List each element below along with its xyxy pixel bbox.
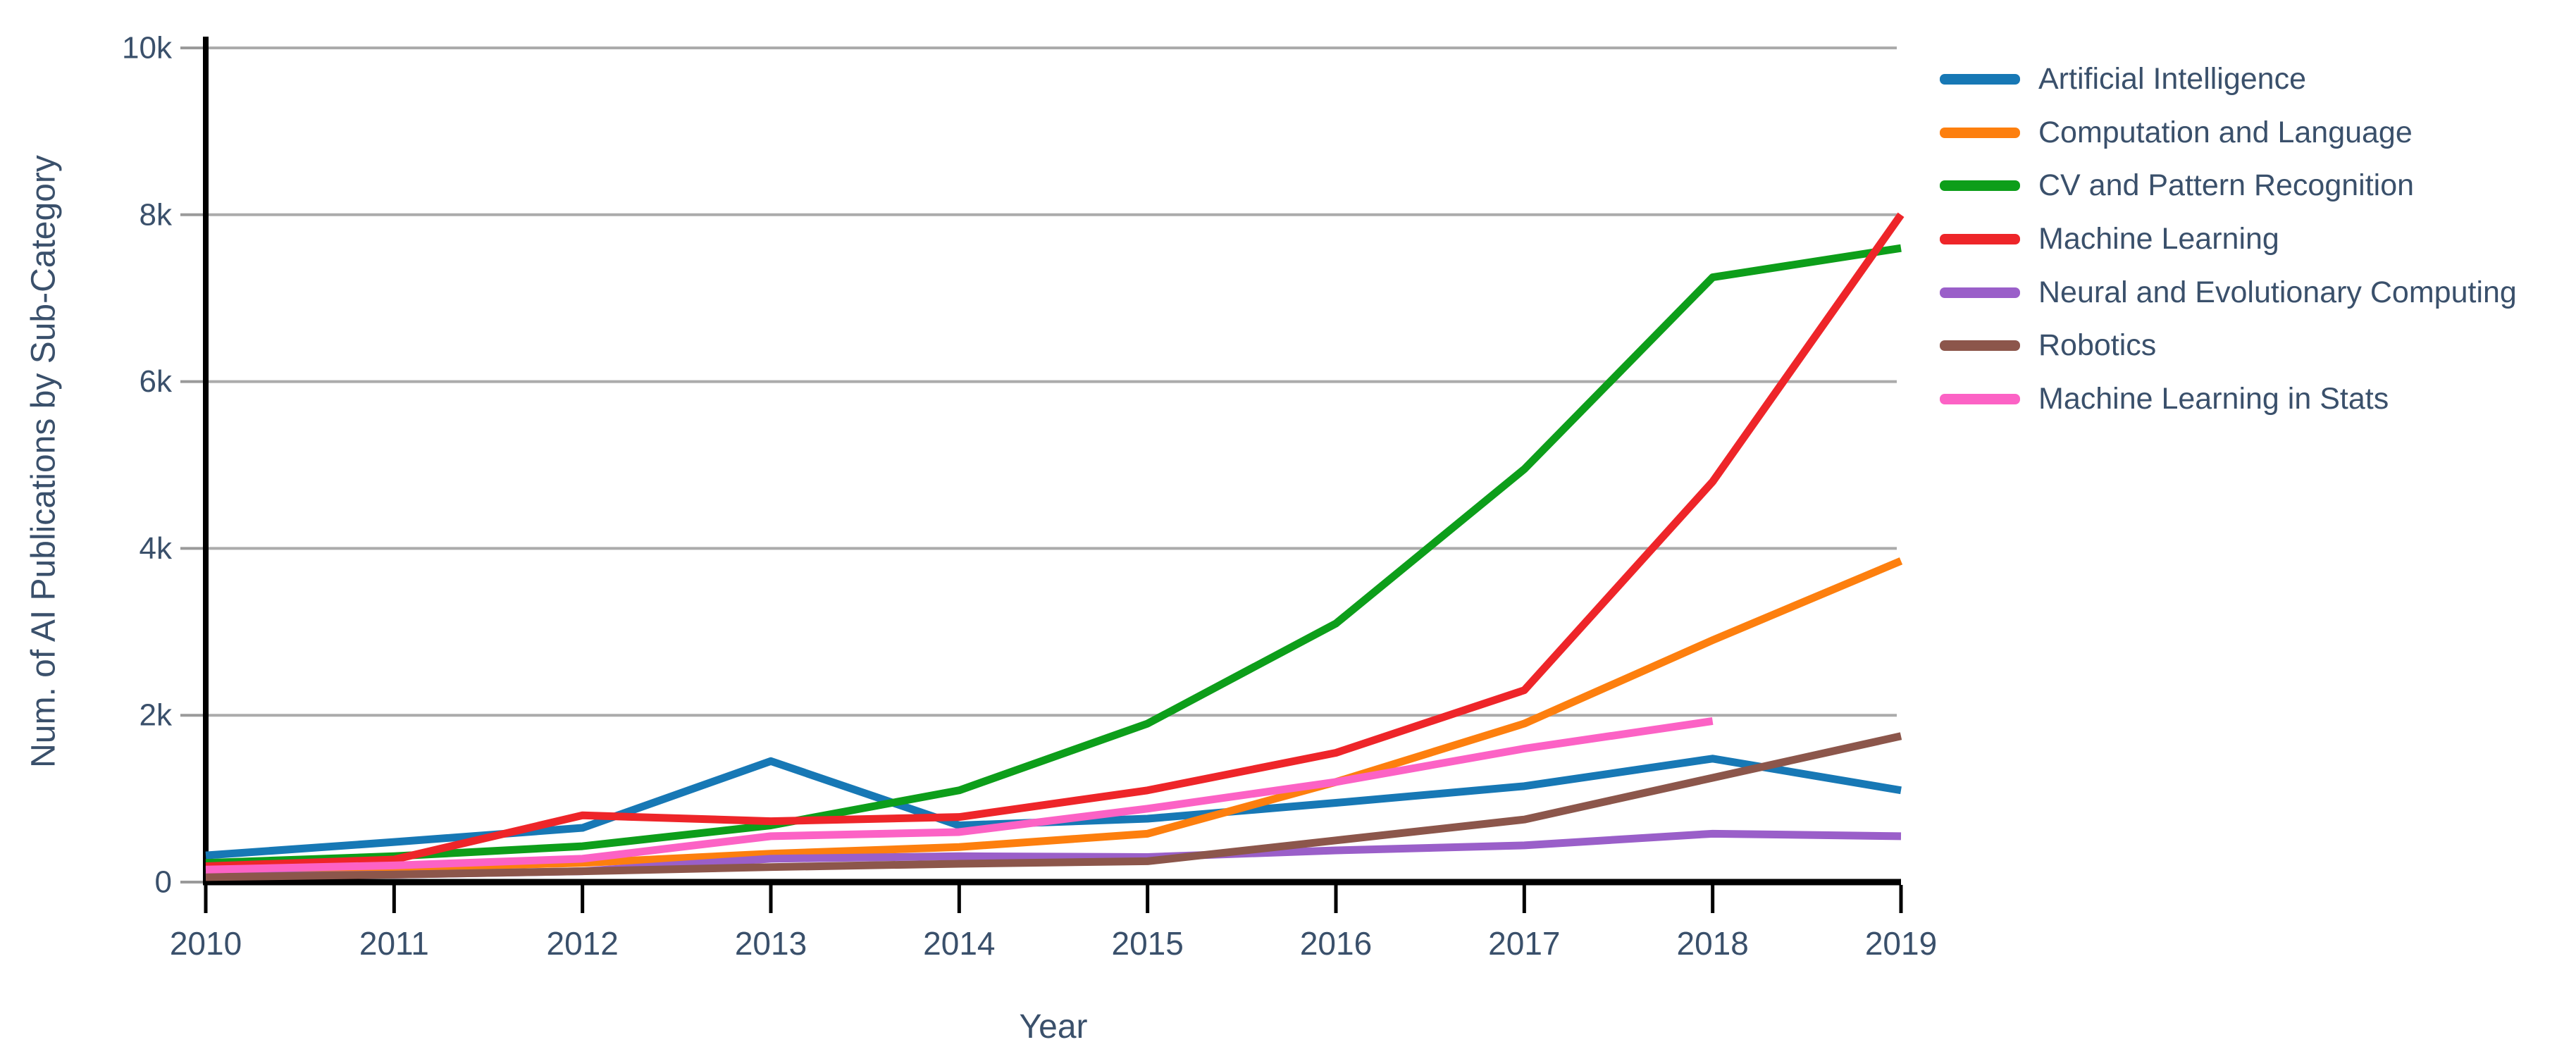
legend-item-machine-learning[interactable]: Machine Learning	[1940, 213, 2517, 266]
x-tick-label-2016: 2016	[1300, 925, 1372, 962]
legend-item-machine-learning-in-stats[interactable]: Machine Learning in Stats	[1940, 373, 2517, 426]
series-line-machine-learning-in-stats	[205, 717, 1714, 874]
legend-item-cv-and-pattern-recognition[interactable]: CV and Pattern Recognition	[1940, 159, 2517, 213]
legend: Artificial Intelligence Computation and L…	[1940, 53, 2517, 426]
series-line-cv-and-pattern-recognition	[205, 244, 1902, 867]
x-tick-label-2018: 2018	[1676, 925, 1748, 962]
legend-swatch-machine-learning	[1940, 234, 2020, 245]
legend-swatch-machine-learning-in-stats	[1940, 393, 2020, 404]
y-tick-label-2k: 2k	[140, 698, 173, 733]
x-tick-label-2014: 2014	[923, 925, 995, 962]
x-tick-label-2019: 2019	[1865, 925, 1937, 962]
legend-label-neural-and-evolutionary-computing: Neural and Evolutionary Computing	[2038, 275, 2517, 309]
legend-label-cv-and-pattern-recognition: CV and Pattern Recognition	[2038, 168, 2415, 203]
legend-item-artificial-intelligence[interactable]: Artificial Intelligence	[1940, 53, 2517, 106]
series-line-robotics	[205, 732, 1902, 881]
y-axis-title: Num. of AI Publications by Sub-Category	[25, 155, 63, 768]
y-tick-label-8k: 8k	[140, 197, 173, 232]
y-tick-label-6k: 6k	[140, 364, 173, 399]
legend-label-artificial-intelligence: Artificial Intelligence	[2038, 62, 2307, 97]
x-tick-label-2017: 2017	[1488, 925, 1560, 962]
legend-label-robotics: Robotics	[2038, 328, 2157, 363]
legend-item-robotics[interactable]: Robotics	[1940, 319, 2517, 373]
y-tick-label-10k: 10k	[122, 31, 173, 66]
legend-swatch-computation-and-language	[1940, 127, 2020, 138]
legend-item-computation-and-language[interactable]: Computation and Language	[1940, 106, 2517, 160]
legend-swatch-artificial-intelligence	[1940, 74, 2020, 85]
legend-label-machine-learning-in-stats: Machine Learning in Stats	[2038, 381, 2389, 416]
x-tick-label-2015: 2015	[1111, 925, 1183, 962]
legend-item-neural-and-evolutionary-computing[interactable]: Neural and Evolutionary Computing	[1940, 266, 2517, 319]
x-tick-label-2010: 2010	[170, 925, 242, 962]
series-line-machine-learning	[205, 212, 1905, 871]
y-tick-label-0: 0	[155, 865, 172, 900]
y-tick-label-4k: 4k	[140, 531, 173, 566]
x-axis-title: Year	[1019, 1008, 1088, 1046]
legend-swatch-robotics	[1940, 340, 2020, 352]
x-tick-label-2011: 2011	[359, 925, 429, 962]
legend-swatch-cv-and-pattern-recognition	[1940, 180, 2020, 192]
legend-label-machine-learning: Machine Learning	[2038, 222, 2279, 256]
legend-swatch-neural-and-evolutionary-computing	[1940, 287, 2020, 298]
legend-label-computation-and-language: Computation and Language	[2038, 115, 2413, 149]
x-tick-label-2012: 2012	[546, 925, 618, 962]
x-tick-label-2013: 2013	[735, 925, 807, 962]
